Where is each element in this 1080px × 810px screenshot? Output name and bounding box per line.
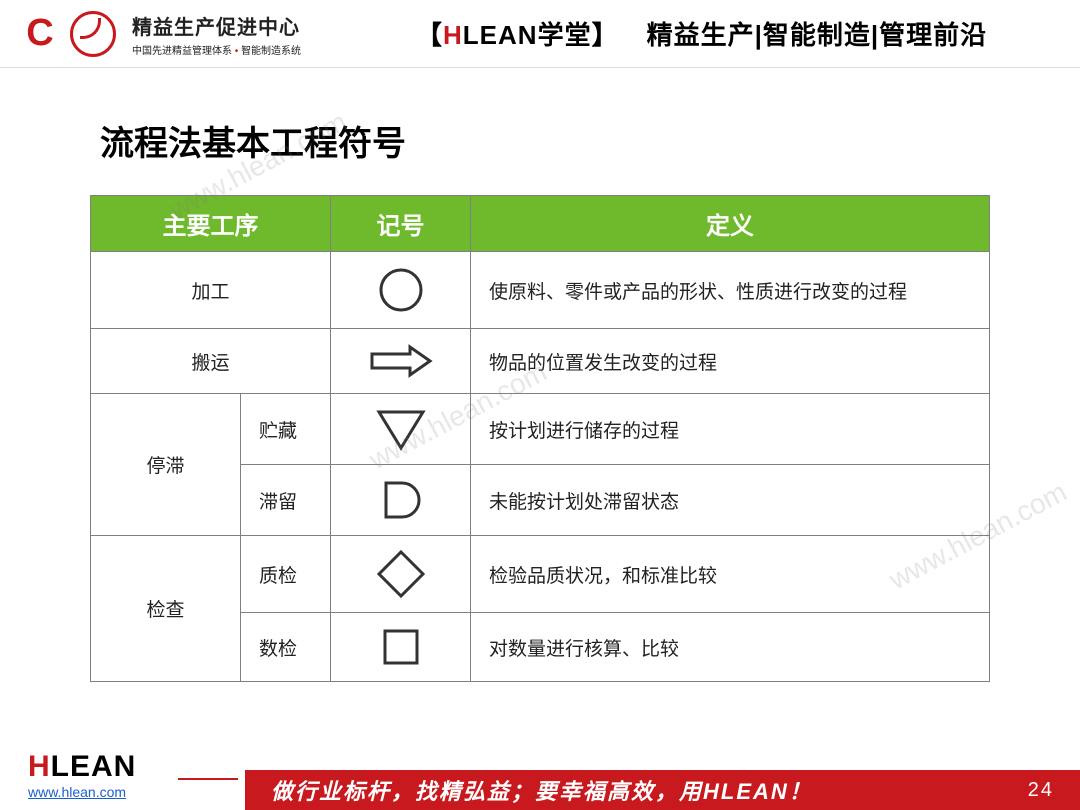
footer-url: www.hlean.com [28, 784, 136, 800]
cell-definition: 按计划进行储存的过程 [471, 394, 990, 465]
footer-bar-text: 做行业标杆，找精弘益；要幸福高效，用HLEAN！ [271, 774, 813, 806]
th-definition: 定义 [471, 196, 990, 252]
cell-symbol [331, 613, 471, 682]
footer-logo-h: H [28, 750, 51, 783]
cell-process: 检查 [91, 536, 241, 682]
th-process: 主要工序 [91, 196, 331, 252]
footer-divider [178, 778, 238, 780]
logo-text: 精益生产促进中心 中国先进精益管理体系 • 智能制造系统 [132, 11, 301, 57]
cell-symbol [331, 536, 471, 613]
cell-subprocess: 滞留 [241, 465, 331, 536]
header-center: 【HLEAN学堂】 [416, 15, 619, 52]
logo-subtitle: 中国先进精益管理体系 • 智能制造系统 [132, 42, 301, 57]
symbols-table-wrap: 主要工序 记号 定义 加工 使原料、零件或产品的形状、性质进行改变的过程 搬运 … [0, 195, 1080, 682]
page-number: 24 [1028, 779, 1054, 802]
cell-symbol [331, 465, 471, 536]
table-row: 加工 使原料、零件或产品的形状、性质进行改变的过程 [91, 252, 990, 329]
cell-symbol [331, 252, 471, 329]
arrow-icon [366, 341, 436, 381]
footer-logo-rest: LEAN [51, 750, 137, 783]
th-symbol: 记号 [331, 196, 471, 252]
d-shape-icon [376, 477, 426, 523]
page-footer: HLEAN www.hlean.com 做行业标杆，找精弘益；要幸福高效，用HL… [0, 754, 1080, 810]
cell-symbol [331, 394, 471, 465]
cell-definition: 未能按计划处滞留状态 [471, 465, 990, 536]
cell-subprocess: 数检 [241, 613, 331, 682]
table-row: 搬运 物品的位置发生改变的过程 [91, 329, 990, 394]
triangle-down-icon [375, 406, 427, 452]
cell-subprocess: 质检 [241, 536, 331, 613]
page-header: C 精益生产促进中心 中国先进精益管理体系 • 智能制造系统 【HLEAN学堂】… [0, 0, 1080, 68]
cell-definition: 物品的位置发生改变的过程 [471, 329, 990, 394]
slide-title: 流程法基本工程符号 [100, 116, 1080, 165]
diamond-icon [375, 548, 427, 600]
cell-subprocess: 贮藏 [241, 394, 331, 465]
table-row: 停滞 贮藏 按计划进行储存的过程 [91, 394, 990, 465]
cell-symbol [331, 329, 471, 394]
cell-process: 加工 [91, 252, 331, 329]
table-row: 检查 质检 检验品质状况，和标准比较 [91, 536, 990, 613]
cell-process: 搬运 [91, 329, 331, 394]
logo-ring-icon [70, 11, 116, 57]
circle-icon [375, 264, 427, 316]
cell-process: 停滞 [91, 394, 241, 536]
cell-definition: 检验品质状况，和标准比较 [471, 536, 990, 613]
square-icon [379, 625, 423, 669]
cell-definition: 对数量进行核算、比较 [471, 613, 990, 682]
logo-title: 精益生产促进中心 [132, 11, 301, 40]
logo-block: C 精益生产促进中心 中国先进精益管理体系 • 智能制造系统 [16, 10, 386, 58]
cell-definition: 使原料、零件或产品的形状、性质进行改变的过程 [471, 252, 990, 329]
footer-bar: 做行业标杆，找精弘益；要幸福高效，用HLEAN！ 24 [245, 770, 1080, 810]
symbols-table: 主要工序 记号 定义 加工 使原料、零件或产品的形状、性质进行改变的过程 搬运 … [90, 195, 990, 682]
header-right: 精益生产|智能制造|管理前沿 [647, 15, 988, 52]
logo-c-icon: C [16, 10, 64, 58]
footer-logo: HLEAN www.hlean.com [28, 750, 136, 800]
